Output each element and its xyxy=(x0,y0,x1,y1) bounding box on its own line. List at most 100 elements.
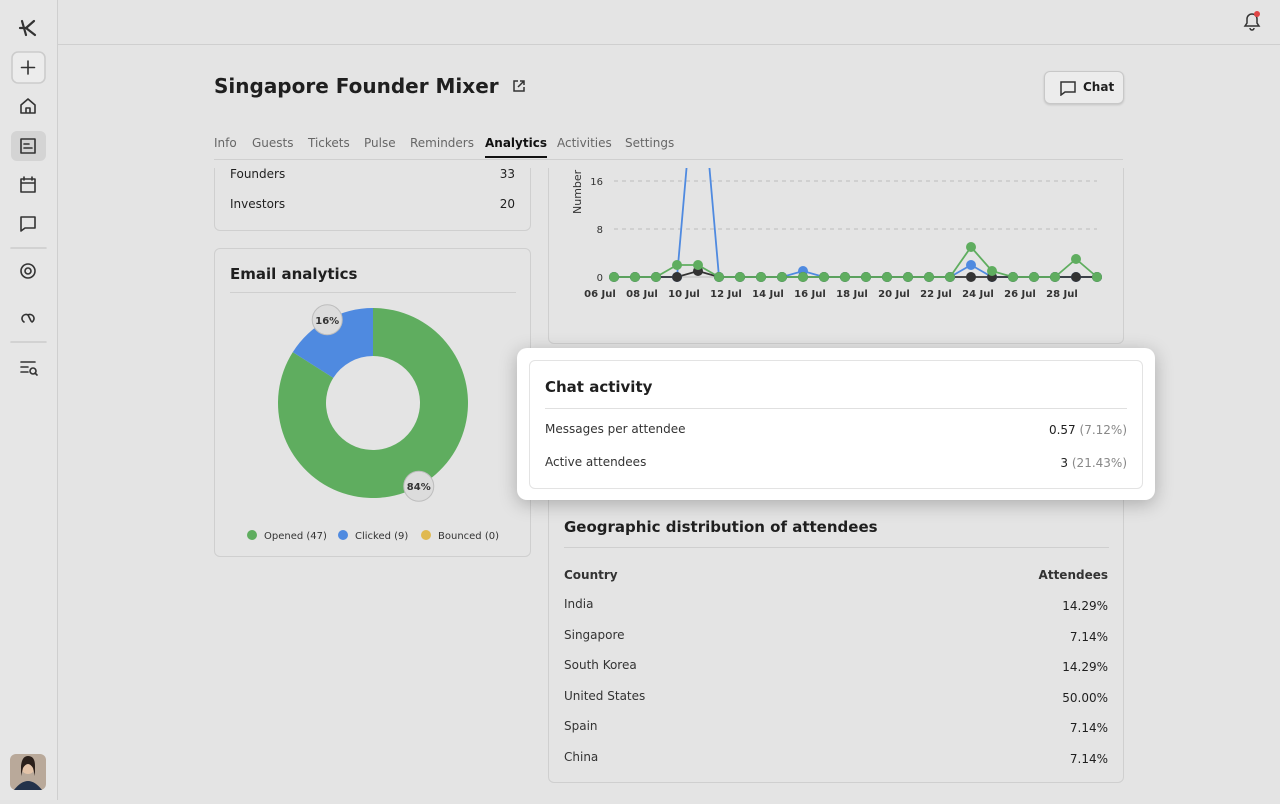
chat-activity-card: Chat activity Messages per attendee 0.57… xyxy=(529,360,1143,489)
chat-button-label: Chat xyxy=(1083,80,1115,94)
content-canvas: Founders 33 Investors 20 Email analytics… xyxy=(58,168,1280,800)
x-tick-label: 06 Jul xyxy=(584,289,616,300)
y-tick-label: 0 xyxy=(597,273,603,284)
country: South Korea xyxy=(564,658,637,673)
notifications[interactable] xyxy=(1240,8,1264,34)
data-point xyxy=(651,272,661,282)
column-header: Attendees xyxy=(1038,568,1108,582)
data-point xyxy=(903,272,913,282)
search-list-icon[interactable] xyxy=(20,361,38,376)
tab[interactable]: Info xyxy=(214,136,237,150)
logo[interactable] xyxy=(18,19,37,37)
metric-label: Active attendees xyxy=(545,455,647,469)
data-point xyxy=(1071,272,1081,282)
country: Spain xyxy=(564,719,598,734)
x-tick-label: 28 Jul xyxy=(1046,289,1078,300)
external-link-icon[interactable] xyxy=(512,79,526,93)
x-tick-label: 24 Jul xyxy=(962,289,994,300)
x-tick-label: 12 Jul xyxy=(710,289,742,300)
tab[interactable]: Guests xyxy=(252,136,294,150)
tab[interactable]: Pulse xyxy=(364,136,396,150)
webhook-icon[interactable] xyxy=(21,313,35,323)
tab[interactable]: Settings xyxy=(625,136,675,150)
attendees: 14.29% xyxy=(1062,660,1108,675)
country: China xyxy=(564,750,599,764)
attendees: 14.29% xyxy=(1062,599,1108,613)
chat-button-icon xyxy=(1060,81,1076,96)
tab[interactable]: Tickets xyxy=(308,136,350,150)
calendar-icon[interactable] xyxy=(20,176,36,193)
guest-breakdown-card: Founders 33 Investors 20 xyxy=(214,168,531,231)
attendees: 50.00% xyxy=(1062,690,1108,705)
data-point xyxy=(966,242,976,252)
x-tick-label: 20 Jul xyxy=(878,289,910,300)
active-nav xyxy=(11,131,46,161)
data-point xyxy=(840,272,850,282)
data-point xyxy=(987,266,997,276)
chat-button[interactable]: Chat xyxy=(1044,71,1124,104)
insights-icon[interactable] xyxy=(20,263,36,279)
metric-value: 0.57 xyxy=(1048,423,1076,437)
legend-label: Bounced (0) xyxy=(438,531,499,542)
row-value: 33 xyxy=(499,168,515,181)
data-point xyxy=(945,272,955,282)
slice-label: 16% xyxy=(315,316,339,327)
legend-label: Opened (47) xyxy=(264,531,327,542)
data-point xyxy=(966,260,976,270)
charts: 84% 16% Opened (47) Clicked (9) Bounced (0) 0… xyxy=(247,168,1102,542)
data-point xyxy=(714,272,724,282)
country: India xyxy=(564,597,594,611)
data-point xyxy=(882,272,892,282)
country: United States xyxy=(564,688,646,703)
events-icon[interactable] xyxy=(20,138,36,154)
pie-slice xyxy=(278,308,468,498)
chat-icon[interactable] xyxy=(20,216,36,232)
x-tick-label: 26 Jul xyxy=(1004,289,1036,300)
legend-swatch xyxy=(421,530,431,540)
email-analytics-card: Email analytics xyxy=(214,248,531,557)
data-point xyxy=(630,272,640,282)
tab[interactable]: Analytics xyxy=(485,136,547,158)
column-header: Country xyxy=(564,568,618,582)
attendees: 7.14% xyxy=(1069,721,1108,736)
y-axis-label: Number xyxy=(571,169,584,214)
data-point xyxy=(672,272,682,282)
tab[interactable]: Activities xyxy=(557,136,612,150)
card-title: Email analytics xyxy=(230,265,358,283)
event-title: Singapore Founder Mixer xyxy=(214,74,526,98)
x-tick-label: 08 Jul xyxy=(626,289,658,300)
data-point xyxy=(777,272,787,282)
data-point xyxy=(966,272,976,282)
attendees: 7.14% xyxy=(1069,752,1108,766)
y-tick-label: 16 xyxy=(590,177,603,188)
data-point xyxy=(1029,272,1039,282)
card-title: Chat activity xyxy=(545,378,653,396)
series-line xyxy=(614,168,1097,278)
data-point xyxy=(798,272,808,282)
top-bar xyxy=(58,0,1280,45)
data-point xyxy=(609,272,619,282)
row-label: Investors xyxy=(230,197,286,211)
metric-share: (7.12%) xyxy=(1079,423,1127,437)
x-tick-label: 10 Jul xyxy=(668,289,700,300)
separator xyxy=(564,547,1109,548)
slice-label-bubble xyxy=(403,470,435,502)
separator xyxy=(545,408,1127,409)
separator xyxy=(230,292,516,293)
country: Singapore xyxy=(564,627,625,642)
x-tick-label: 18 Jul xyxy=(836,289,868,300)
series-line xyxy=(614,245,1098,278)
legend-swatch xyxy=(338,530,348,540)
data-point xyxy=(1071,254,1081,264)
legend-swatch xyxy=(247,530,257,540)
card-title: Geographic distribution of attendees xyxy=(564,518,878,536)
row-value: 20 xyxy=(499,197,515,211)
data-point xyxy=(672,260,682,270)
metric-label: Messages per attendee xyxy=(545,422,686,436)
data-point xyxy=(1092,272,1102,282)
home-icon[interactable] xyxy=(20,98,36,114)
metric-value: 3 xyxy=(1060,456,1069,470)
legend-label: Clicked (9) xyxy=(355,531,408,542)
tab[interactable]: Reminders xyxy=(410,136,474,150)
